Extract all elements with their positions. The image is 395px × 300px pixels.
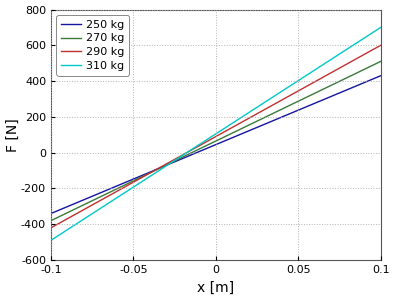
- 270 kg: [49, 219, 53, 223]
- 310 kg: [49, 238, 53, 242]
- 270 kg: [378, 60, 383, 63]
- Line: 250 kg: 250 kg: [51, 76, 381, 214]
- 250 kg: [245, 130, 250, 133]
- 250 kg: [207, 146, 212, 149]
- 270 kg: [245, 124, 250, 128]
- 270 kg: [205, 143, 210, 147]
- 310 kg: [319, 64, 324, 68]
- 310 kg: [227, 123, 232, 127]
- 290 kg: [245, 117, 250, 121]
- 250 kg: [371, 77, 375, 81]
- Legend: 250 kg, 270 kg, 290 kg, 310 kg: 250 kg, 270 kg, 290 kg, 310 kg: [56, 15, 129, 76]
- 270 kg: [227, 133, 232, 136]
- 310 kg: [371, 31, 375, 34]
- 290 kg: [205, 140, 210, 143]
- 250 kg: [319, 99, 324, 102]
- 290 kg: [207, 138, 212, 142]
- 270 kg: [207, 142, 212, 146]
- 290 kg: [49, 226, 53, 230]
- 290 kg: [378, 44, 383, 47]
- 310 kg: [207, 136, 212, 140]
- 310 kg: [205, 137, 210, 141]
- 290 kg: [371, 48, 375, 52]
- Line: 290 kg: 290 kg: [51, 45, 381, 228]
- 250 kg: [205, 146, 210, 150]
- Y-axis label: F [N]: F [N]: [6, 118, 20, 152]
- Line: 270 kg: 270 kg: [51, 61, 381, 221]
- 250 kg: [49, 212, 53, 215]
- 250 kg: [227, 137, 232, 141]
- 310 kg: [245, 112, 250, 116]
- Line: 310 kg: 310 kg: [51, 27, 381, 240]
- 270 kg: [319, 88, 324, 92]
- 270 kg: [371, 64, 375, 67]
- X-axis label: x [m]: x [m]: [197, 280, 234, 294]
- 310 kg: [378, 26, 383, 29]
- 250 kg: [378, 74, 383, 78]
- 290 kg: [319, 76, 324, 80]
- 290 kg: [227, 127, 232, 131]
